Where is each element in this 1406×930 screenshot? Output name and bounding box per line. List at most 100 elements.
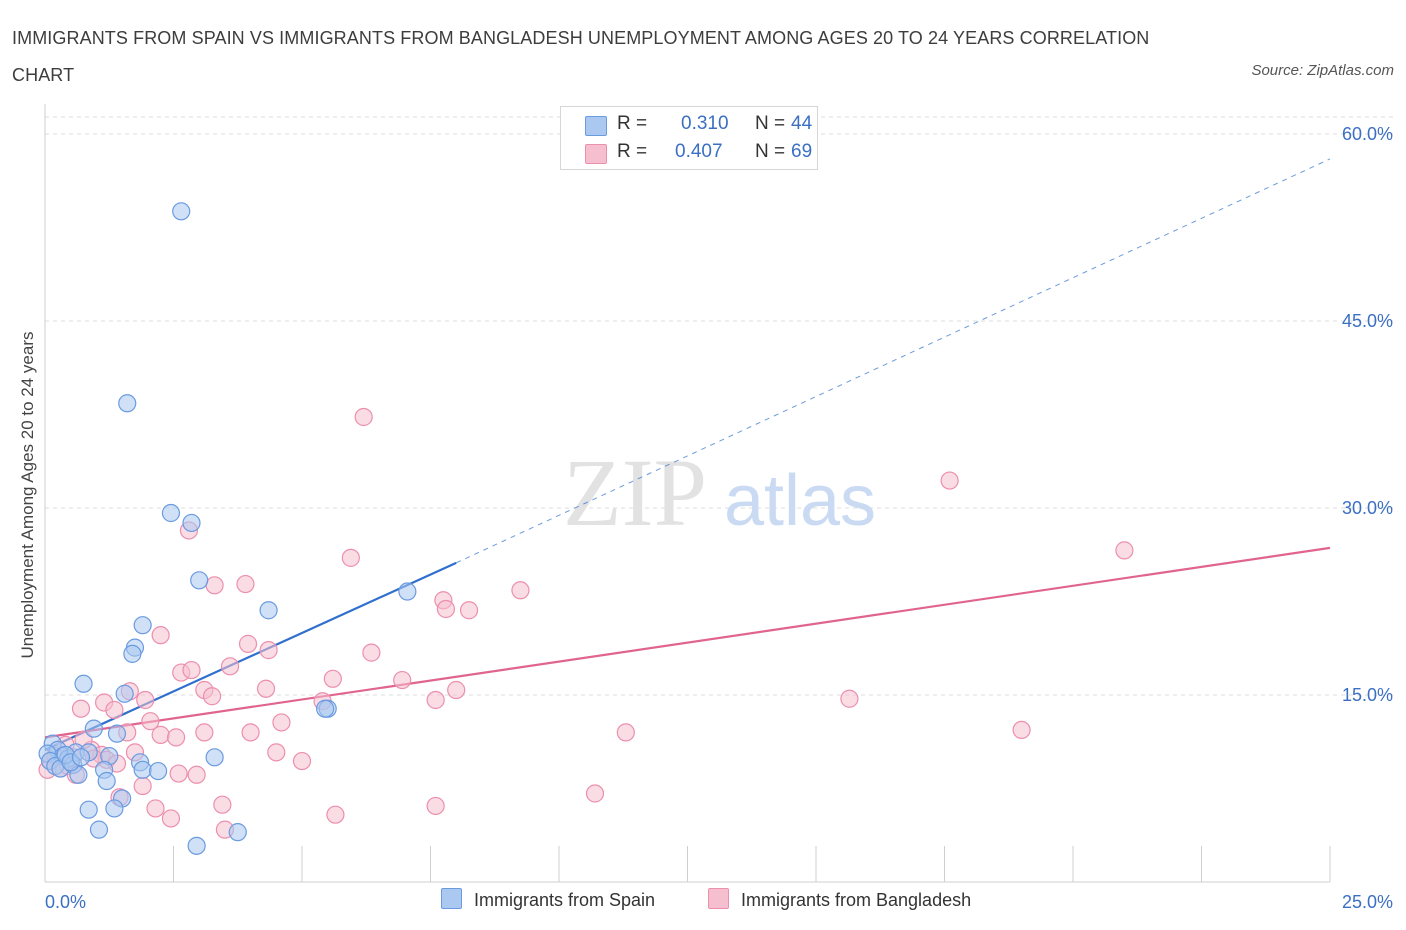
bangladesh-point <box>205 576 224 595</box>
spain-point <box>97 771 116 791</box>
spain-point <box>316 699 335 718</box>
y-tick-label: 45.0% <box>1342 311 1393 331</box>
bangladesh-point <box>213 795 232 814</box>
spain-point <box>148 761 168 781</box>
spain-point <box>172 202 191 221</box>
watermark-zip: ZIP <box>563 439 707 546</box>
chart-title: IMMIGRANTS FROM SPAIN VS IMMIGRANTS FROM… <box>12 28 1150 85</box>
bottom-legend-label: Immigrants from Bangladesh <box>741 890 972 910</box>
spain-swatch <box>585 116 607 136</box>
tick-labels: 15.0% 30.0% 45.0% 60.0% 0.0% 25.0% <box>45 124 1393 912</box>
bangladesh-point <box>447 680 466 700</box>
axes <box>44 104 1331 883</box>
bottom-legend-label: Immigrants from Spain <box>474 890 656 910</box>
bangladesh-point <box>202 687 222 706</box>
bangladesh-point <box>272 713 291 732</box>
x-tick-label: 0.0% <box>45 892 86 912</box>
bangladesh-point <box>362 643 381 662</box>
bangladesh-point <box>267 743 286 762</box>
spain-point <box>123 644 142 663</box>
spain-point <box>71 748 91 767</box>
bangladesh-point <box>169 764 188 783</box>
bangladesh-point <box>323 669 342 688</box>
bangladesh-point <box>151 725 170 744</box>
bangladesh-point <box>616 723 635 742</box>
legend-n-value: 69 <box>791 141 813 162</box>
spain-point <box>259 601 278 620</box>
spain-point <box>84 719 103 738</box>
bangladesh-swatch <box>585 144 607 164</box>
bangladesh-point <box>1115 541 1134 560</box>
bottom-legend-bangladesh[interactable]: Immigrants from Bangladesh <box>708 888 971 911</box>
bangladesh-point <box>236 574 255 594</box>
bangladesh-point <box>141 712 160 731</box>
y-tick-label: 30.0% <box>1342 498 1393 518</box>
spain-trend-extension <box>455 158 1331 564</box>
spain-point <box>74 674 93 693</box>
bangladesh-point <box>241 723 260 742</box>
bangladesh-point <box>71 699 91 718</box>
spain-point <box>133 760 152 779</box>
spain-point <box>187 836 206 855</box>
bangladesh-point <box>195 723 214 742</box>
bangladesh-point <box>426 690 445 710</box>
bangladesh-point <box>326 805 345 824</box>
grid-lines <box>45 116 1395 696</box>
bangladesh-point <box>1012 720 1031 740</box>
spain-point <box>89 820 109 839</box>
bangladesh-point <box>940 471 959 490</box>
bangladesh-point <box>259 641 278 660</box>
x-tick-label: 25.0% <box>1342 892 1393 912</box>
watermark-atlas: atlas <box>724 461 876 541</box>
bangladesh-point <box>511 581 530 600</box>
legend-r-label: R = <box>617 113 648 134</box>
bangladesh-point <box>436 599 456 619</box>
bangladesh-point <box>354 407 373 427</box>
bangladesh-point <box>585 784 605 803</box>
legend-r-value: 0.310 <box>681 113 729 134</box>
bangladesh-point <box>238 634 258 653</box>
bangladesh-point <box>136 690 155 710</box>
legend-r-value: 0.407 <box>675 141 723 162</box>
bangladesh-trend-line <box>44 546 1331 739</box>
spain-point <box>398 582 417 601</box>
spain-point <box>161 503 181 523</box>
spain-point <box>133 616 152 635</box>
watermark: ZIP atlas <box>563 439 876 546</box>
spain-point <box>205 748 224 767</box>
legend-box: R = 0.310 N = 44 R = 0.407 N = 69 <box>560 106 818 170</box>
spain-point <box>228 823 247 842</box>
spain-point <box>118 394 137 413</box>
spain-point <box>115 684 134 703</box>
bangladesh-point <box>161 809 181 828</box>
bangladesh-point <box>393 670 412 690</box>
bangladesh-point <box>182 660 201 680</box>
bangladesh-point <box>133 776 152 796</box>
legend-n-label: N = <box>755 113 786 134</box>
spain-point <box>182 513 201 533</box>
spain-point <box>79 800 98 819</box>
bangladesh-point <box>151 626 170 645</box>
source-label: Source: ZipAtlas.com <box>1251 62 1394 79</box>
bangladesh-point <box>292 751 312 771</box>
y-tick-label: 60.0% <box>1342 124 1393 144</box>
spain-point <box>105 799 124 818</box>
bangladesh-point <box>146 799 165 818</box>
bangladesh-point <box>840 689 859 708</box>
legend-n-value: 44 <box>791 113 813 134</box>
legend-r-label: R = <box>617 141 648 162</box>
bangladesh-point <box>341 548 360 567</box>
spain-swatch <box>441 888 462 909</box>
spain-point <box>190 571 209 590</box>
bangladesh-point <box>105 700 124 720</box>
bangladesh-point <box>166 728 186 747</box>
bangladesh-point <box>256 679 276 698</box>
y-tick-label: 15.0% <box>1342 685 1393 705</box>
bangladesh-swatch <box>708 888 729 909</box>
bottom-legend-spain[interactable]: Immigrants from Spain <box>441 888 655 911</box>
bangladesh-point <box>459 601 479 620</box>
spain-point <box>107 724 127 743</box>
legend-n-label: N = <box>755 141 786 162</box>
bangladesh-point <box>426 796 445 816</box>
